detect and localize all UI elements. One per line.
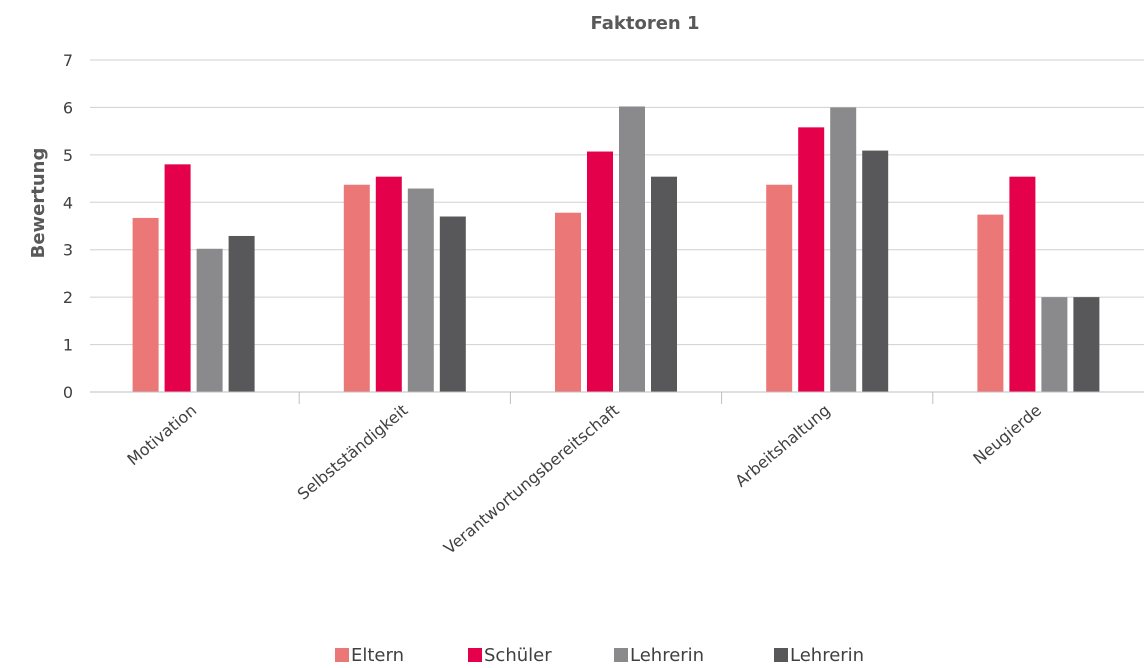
bar — [766, 184, 793, 392]
y-tick-label: 6 — [63, 98, 73, 117]
y-tick-label: 3 — [63, 241, 73, 260]
bar — [651, 176, 677, 392]
y-tick-label: 0 — [63, 383, 73, 402]
bar — [228, 235, 255, 392]
y-tick-label: 5 — [63, 146, 73, 165]
bar — [587, 151, 613, 392]
bar — [196, 248, 223, 392]
bar — [164, 164, 191, 392]
legend-swatch — [468, 648, 482, 662]
chart-title: Faktoren 1 — [590, 13, 699, 34]
category-label: Verantwortungsbereitschaft — [440, 401, 623, 558]
bar — [132, 217, 159, 392]
legend-swatch — [335, 648, 349, 662]
bar — [619, 106, 645, 392]
gridlines — [90, 59, 1144, 393]
bar — [798, 127, 825, 392]
legend-swatch — [614, 648, 628, 662]
bar — [977, 214, 1004, 392]
legend-entry: Schüler — [484, 645, 552, 666]
bars — [132, 106, 1100, 392]
y-axis-label: Bewertung — [28, 148, 49, 259]
category-label: Neugierde — [969, 401, 1045, 469]
bar — [343, 184, 370, 392]
legend-entry: Lehrerin — [790, 645, 864, 666]
bar — [862, 150, 889, 392]
category-label: Motivation — [123, 401, 200, 470]
legend: Eltern Schüler Lehrerin Lehrerin — [335, 645, 864, 666]
bar — [1041, 297, 1068, 392]
y-tick-label: 2 — [63, 288, 73, 307]
bar — [830, 107, 857, 392]
category-label: Selbstständigkeit — [294, 401, 412, 504]
y-tick-label: 7 — [63, 51, 73, 70]
bar — [439, 216, 466, 392]
y-tick-label: 1 — [63, 336, 73, 355]
bar — [1009, 176, 1036, 392]
legend-swatch — [774, 648, 788, 662]
category-labels: Motivation Selbstständigkeit Verantwortung… — [123, 401, 1045, 558]
legend-entry: Lehrerin — [630, 645, 704, 666]
x-axis — [90, 391, 1144, 404]
bar — [1073, 297, 1100, 392]
bar — [375, 176, 402, 392]
category-label: Arbeitshaltung — [731, 401, 833, 491]
bar — [555, 212, 581, 392]
y-tick-labels: 0 1 2 3 4 5 6 7 — [63, 51, 73, 402]
y-tick-label: 4 — [63, 193, 73, 212]
bar — [407, 188, 434, 392]
legend-entry: Eltern — [351, 645, 404, 666]
